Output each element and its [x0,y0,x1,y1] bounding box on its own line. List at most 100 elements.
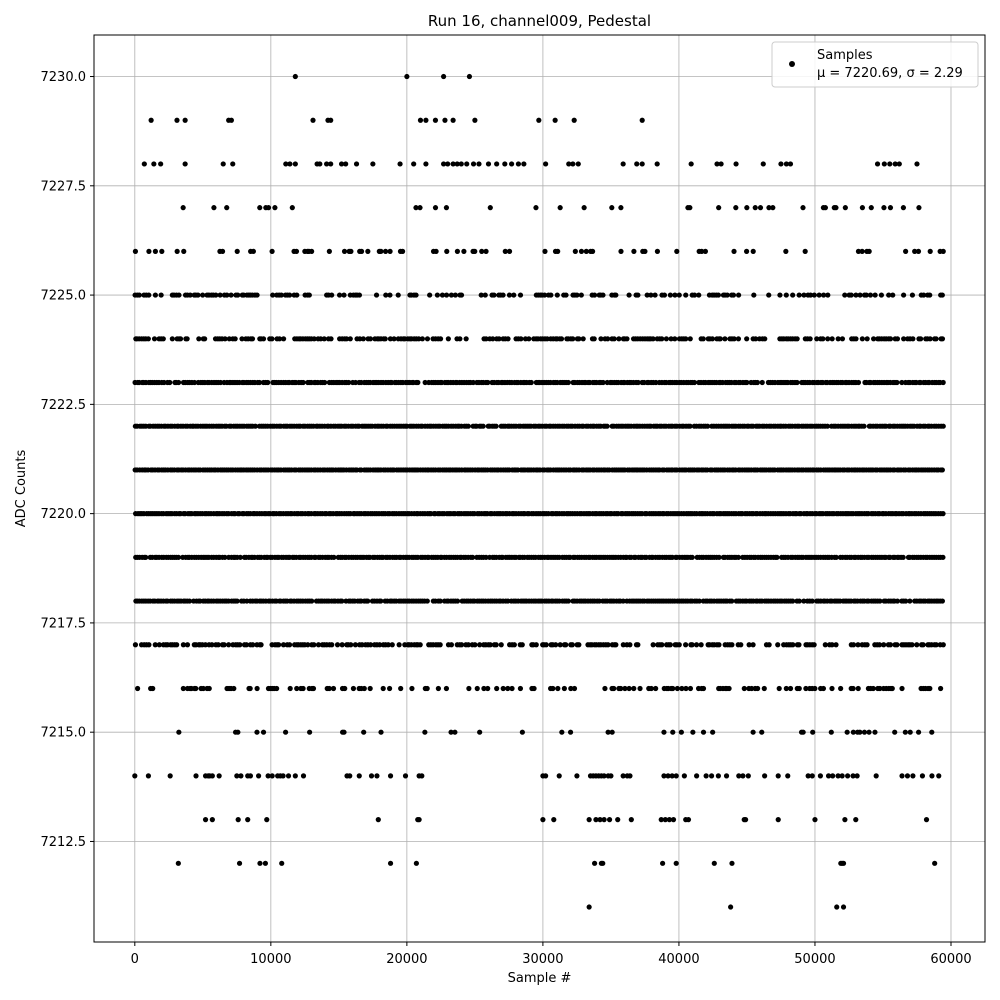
sample-point [232,336,238,342]
sample-point [367,336,374,342]
sample-point [866,729,872,735]
sample-point [728,904,734,910]
sample-point [822,642,828,648]
sample-point [211,205,217,211]
sample-point [886,292,892,298]
sample-point [670,817,677,823]
sample-point [873,773,879,779]
sample-point [365,248,371,254]
sample-point [921,292,927,298]
sample-point [423,117,429,123]
sample-point [613,292,619,298]
sample-point [730,292,737,298]
sample-point [191,379,198,386]
sample-point [437,642,443,648]
sample-point [465,642,471,648]
sample-point [690,729,696,735]
sample-point [850,685,856,692]
sample-point [940,379,946,386]
sample-point [892,729,898,735]
sample-point [215,642,221,648]
sample-point [576,642,582,648]
sample-point [443,205,450,211]
sample-point [561,685,567,692]
sample-point [796,685,802,692]
sample-point [859,205,866,211]
sample-point [670,685,676,692]
sample-point [292,773,298,779]
sample-point [861,729,868,735]
sample-point [441,161,447,167]
sample-point [176,292,182,298]
sample-point [676,292,682,298]
sample-point [899,379,905,386]
sample-point [735,554,742,560]
sample-point [790,642,796,648]
sample-point [648,292,654,298]
sample-point [855,642,861,648]
sample-point [361,685,367,692]
sample-point [903,248,909,254]
sample-point [386,685,393,692]
sample-point [663,336,670,342]
sample-point [348,248,354,254]
sample-point [180,685,186,692]
sample-point [454,248,460,254]
sample-point [940,511,946,517]
sample-point [470,379,476,386]
sample-point [481,685,487,692]
sample-point [235,729,241,735]
sample-point [245,817,251,823]
sample-point [213,292,219,298]
sample-point [738,642,744,648]
sample-point [169,336,175,342]
sample-point [933,642,939,648]
sample-point [294,685,300,692]
sample-point [855,248,862,254]
sample-point [652,292,658,298]
sample-point [328,161,334,167]
sample-point [812,685,818,692]
sample-point [377,642,383,648]
sample-point [228,117,234,123]
sample-point [445,336,451,342]
plot-frame [93,34,986,943]
sample-point [759,379,765,386]
sample-point [409,685,415,692]
sample-point [258,642,264,648]
sample-point [184,642,191,648]
sample-point [608,773,614,779]
sample-point [605,336,611,342]
sample-point [160,336,166,342]
sample-point [280,773,286,779]
sample-point [262,860,268,866]
sample-point [840,904,847,910]
sample-point [709,336,716,342]
sample-point [627,642,633,648]
sample-point [485,379,491,386]
sample-point [820,336,826,342]
sample-point [635,379,641,386]
sample-point [755,685,761,692]
sample-point [416,336,422,342]
sample-point [491,292,497,298]
sample-point [487,642,493,648]
sample-point [555,248,561,254]
sample-point [174,248,180,254]
sample-point [550,685,556,692]
sample-point [626,685,632,692]
sample-point [563,642,569,648]
sample-point [443,685,450,692]
sample-point [698,642,704,648]
sample-point [552,117,558,123]
sample-point [341,292,347,298]
sample-point [574,773,580,779]
sample-point [554,292,560,298]
sample-point [247,685,253,692]
sample-point [570,336,576,342]
sample-point [383,292,389,298]
sample-point [411,161,417,167]
sample-point [352,642,359,648]
sample-point [845,773,851,779]
sample-point [195,292,201,298]
